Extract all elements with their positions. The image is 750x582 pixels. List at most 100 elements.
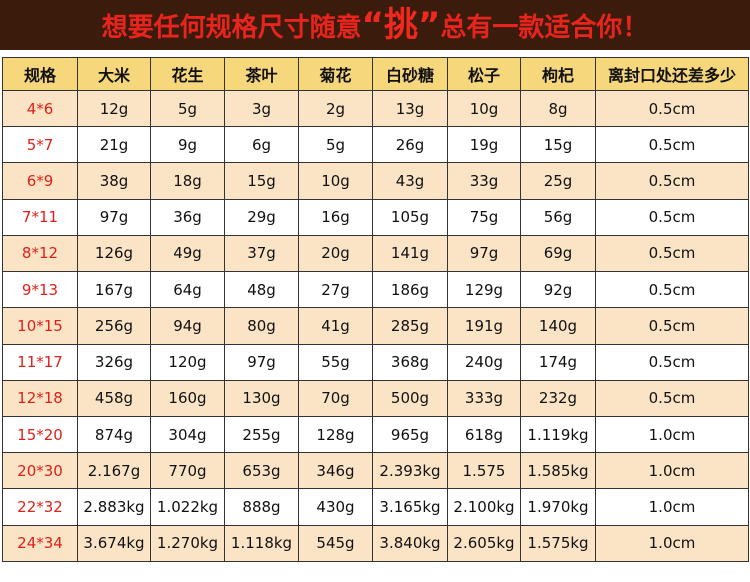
table-row: 15*20 874g 304g 255g 128g 965g 618g 1.119kg 1.0c… xyxy=(2,415,749,454)
size-cell: 4*6 xyxy=(2,89,78,128)
table-cell: 141g xyxy=(372,234,448,273)
table-cell: 70g xyxy=(298,379,373,417)
header-row: 规格 大米 花生 茶叶 菊花 白砂糖 松子 枸杞 离封口处还差多少 xyxy=(2,57,749,91)
table-cell: 0.5cm xyxy=(595,126,749,164)
table-cell: 1.585kg xyxy=(520,452,596,490)
table-cell: 174g xyxy=(520,343,596,381)
table-cell: 2g xyxy=(298,89,373,128)
table-cell: 3g xyxy=(224,89,299,128)
table-row: 9*13 167g 64g 48g 27g 186g 129g 92g 0.5cm xyxy=(2,271,749,309)
spec-table: 规格 大米 花生 茶叶 菊花 白砂糖 松子 枸杞 离封口处还差多少 4*6 12g 5g 3g 2g 13g… xyxy=(2,57,749,563)
table-cell: 0.5cm xyxy=(595,271,749,309)
header-cell: 茶叶 xyxy=(224,57,299,91)
table-cell: 36g xyxy=(150,198,225,236)
table-cell: 64g xyxy=(150,271,225,309)
table-cell: 255g xyxy=(224,415,299,454)
table-cell: 128g xyxy=(298,415,373,454)
table-cell: 92g xyxy=(520,271,596,309)
table-cell: 43g xyxy=(372,162,448,200)
table-cell: 55g xyxy=(298,343,373,381)
table-cell: 10g xyxy=(298,162,373,200)
table-cell: 120g xyxy=(150,343,225,381)
table-row: 20*30 2.167g 770g 653g 346g 2.393kg 1.575 1.585… xyxy=(2,452,749,490)
table-cell: 1.575kg xyxy=(520,524,596,563)
table-cell: 3.840kg xyxy=(372,524,448,563)
table-cell: 191g xyxy=(447,307,521,345)
table-cell: 97g xyxy=(447,234,521,273)
table-cell: 0.5cm xyxy=(595,307,749,345)
table-cell: 3.165kg xyxy=(372,488,448,526)
table-cell: 2.883kg xyxy=(77,488,151,526)
table-cell: 232g xyxy=(520,379,596,417)
size-cell: 9*13 xyxy=(2,271,78,309)
table-cell: 285g xyxy=(372,307,448,345)
table-cell: 16g xyxy=(298,198,373,236)
table-cell: 97g xyxy=(224,343,299,381)
table-cell: 29g xyxy=(224,198,299,236)
table-cell: 160g xyxy=(150,379,225,417)
header-cell: 枸杞 xyxy=(520,57,596,91)
table-row: 22*32 2.883kg 1.022kg 888g 430g 3.165kg 2.100k… xyxy=(2,488,749,526)
header-cell: 松子 xyxy=(447,57,521,91)
table-cell: 1.575 xyxy=(447,452,521,490)
size-cell: 6*9 xyxy=(2,162,78,200)
size-cell: 20*30 xyxy=(2,452,78,490)
table-cell: 333g xyxy=(447,379,521,417)
table-cell: 140g xyxy=(520,307,596,345)
size-cell: 7*11 xyxy=(2,198,78,236)
table-cell: 15g xyxy=(224,162,299,200)
table-cell: 105g xyxy=(372,198,448,236)
table-cell: 5g xyxy=(150,89,225,128)
table-row: 24*34 3.674kg 1.270kg 1.118kg 545g 3.840kg 2.6… xyxy=(2,524,749,563)
table-cell: 0.5cm xyxy=(595,234,749,273)
header-cell: 离封口处还差多少 xyxy=(595,57,749,91)
table-cell: 20g xyxy=(298,234,373,273)
table-cell: 368g xyxy=(372,343,448,381)
table-cell: 18g xyxy=(150,162,225,200)
table-cell: 167g xyxy=(77,271,151,309)
table-cell: 1.118kg xyxy=(224,524,299,563)
table-cell: 346g xyxy=(298,452,373,490)
table-row: 11*17 326g 120g 97g 55g 368g 240g 174g 0.5cm xyxy=(2,343,749,381)
table-cell: 1.0cm xyxy=(595,452,749,490)
title-highlight: “挑” xyxy=(361,5,441,45)
title-suffix: 总有一款适合你！ xyxy=(440,13,649,43)
table-cell: 240g xyxy=(447,343,521,381)
table-cell: 25g xyxy=(520,162,596,200)
size-cell: 5*7 xyxy=(2,126,78,164)
header-cell: 规格 xyxy=(2,57,78,91)
table-row: 10*15 256g 94g 80g 41g 285g 191g 140g 0.5cm xyxy=(2,307,749,345)
table-cell: 1.0cm xyxy=(595,488,749,526)
table-cell: 2.167g xyxy=(77,452,151,490)
title-prefix: 想要任何规格尺寸随意 xyxy=(101,13,362,43)
table-cell: 10g xyxy=(447,89,521,128)
table-cell: 75g xyxy=(447,198,521,236)
table-cell: 80g xyxy=(224,307,299,345)
table-cell: 9g xyxy=(150,126,225,164)
header-cell: 白砂糖 xyxy=(372,57,448,91)
table-cell: 888g xyxy=(224,488,299,526)
table-cell: 653g xyxy=(224,452,299,490)
table-cell: 48g xyxy=(224,271,299,309)
table-cell: 0.5cm xyxy=(595,89,749,128)
table-cell: 130g xyxy=(224,379,299,417)
table-cell: 37g xyxy=(224,234,299,273)
table-cell: 97g xyxy=(77,198,151,236)
table-cell: 874g xyxy=(77,415,151,454)
table-cell: 326g xyxy=(77,343,151,381)
table-cell: 1.0cm xyxy=(595,524,749,563)
table-cell: 770g xyxy=(150,452,225,490)
table-cell: 0.5cm xyxy=(595,162,749,200)
table-cell: 8g xyxy=(520,89,596,128)
table-row: 12*18 458g 160g 130g 70g 500g 333g 232g 0.5cm xyxy=(2,379,749,417)
table-cell: 3.674kg xyxy=(77,524,151,563)
table-cell: 430g xyxy=(298,488,373,526)
table-cell: 15g xyxy=(520,126,596,164)
table-cell: 1.119kg xyxy=(520,415,596,454)
header-cell: 花生 xyxy=(150,57,225,91)
table-cell: 38g xyxy=(77,162,151,200)
table-cell: 129g xyxy=(447,271,521,309)
size-cell: 10*15 xyxy=(2,307,78,345)
table-cell: 2.605kg xyxy=(447,524,521,563)
